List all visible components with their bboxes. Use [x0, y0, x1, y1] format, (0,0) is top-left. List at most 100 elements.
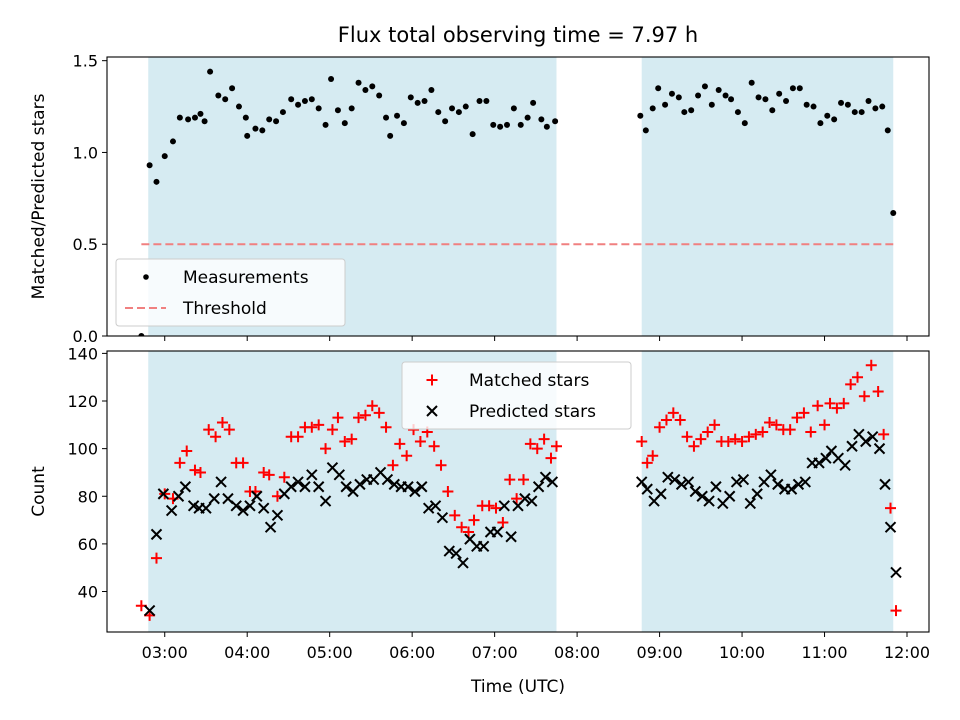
matched-star-marker	[414, 435, 426, 447]
predicted-star-marker	[873, 442, 886, 455]
measurement-point	[138, 333, 145, 336]
legend-label: Predicted stars	[469, 402, 596, 422]
matched-star-marker	[681, 431, 693, 443]
measurement-point	[844, 101, 851, 108]
measurement-point	[769, 107, 776, 114]
predicted-star-marker	[450, 547, 462, 560]
predicted-star-marker	[641, 483, 653, 495]
matched-star-marker	[326, 424, 338, 436]
matched-star-marker	[757, 426, 769, 438]
measurement-point	[229, 85, 236, 92]
measurement-point	[524, 114, 531, 121]
matched-star-marker	[428, 440, 440, 452]
measurement-point	[197, 110, 204, 117]
y-tick-label: 1.0	[73, 143, 98, 162]
predicted-star-marker	[696, 490, 708, 502]
predicted-star-marker	[655, 488, 667, 500]
matched-star-marker	[181, 445, 193, 457]
predicted-star-marker	[765, 469, 777, 481]
matched-star-marker	[641, 457, 653, 469]
y-axis-label: Count	[29, 466, 49, 517]
measurement-point	[789, 85, 796, 92]
top-ratio-panel: 0.0 0.5 1.0 1.5 Matched/Predicted stars Measu…	[29, 52, 930, 346]
predicted-star-marker	[546, 476, 559, 488]
measurement-point	[748, 79, 755, 86]
x-tick-label: 09:00	[637, 643, 683, 662]
y-tick-label: 80	[78, 487, 98, 506]
matched-star-marker	[647, 450, 659, 462]
measurement-point	[215, 92, 222, 99]
measurement-point	[295, 101, 302, 108]
legend: Measurements Threshold	[115, 258, 346, 327]
measurement-point	[668, 90, 675, 97]
predicted-star-marker	[381, 473, 394, 486]
observing-interval-band	[641, 351, 894, 632]
predicted-star-marker	[675, 478, 688, 491]
matched-star-marker	[805, 426, 817, 438]
matched-star-marker	[387, 459, 399, 471]
matched-star-marker	[636, 435, 648, 447]
matched-star-marker	[189, 464, 201, 476]
measurement-point	[510, 105, 517, 112]
predicted-star-marker	[890, 566, 902, 579]
matched-star-marker	[320, 443, 332, 455]
measurement-point	[279, 109, 286, 116]
predicted-star-marker	[723, 490, 736, 502]
measurement-point	[483, 98, 490, 105]
predicted-star-marker	[792, 478, 805, 491]
measurement-point	[851, 109, 858, 116]
measurement-point	[266, 116, 273, 123]
measurement-point	[334, 107, 341, 114]
matched-star-marker	[463, 526, 475, 538]
axes-frame	[106, 350, 930, 633]
measurement-point	[348, 105, 355, 112]
matched-star-marker	[709, 419, 721, 431]
y-tick-label: 100	[67, 440, 98, 459]
matched-star-marker	[791, 412, 803, 424]
predicted-star-marker	[662, 471, 674, 483]
predicted-star-marker	[299, 481, 311, 493]
measurement-point	[435, 109, 442, 116]
predicted-star-marker	[860, 435, 872, 448]
measurement-point	[222, 96, 229, 103]
predicted-star-marker	[340, 481, 352, 493]
predicted-star-marker	[498, 500, 510, 512]
matched-star-marker	[812, 400, 824, 412]
x-tick-label: 11:00	[801, 643, 847, 662]
matched-star-marker	[258, 466, 270, 478]
predicted-star-marker	[429, 500, 442, 512]
matched-star-marker	[845, 378, 857, 390]
matched-star-marker	[688, 440, 700, 452]
measurement-point	[273, 118, 280, 125]
measurement-point	[176, 114, 183, 121]
matched-star-marker	[332, 412, 344, 424]
measurement-point	[161, 153, 168, 160]
y-tick-label: 120	[67, 392, 98, 411]
measurement-point	[207, 68, 214, 75]
predicted-star-marker	[264, 521, 277, 533]
matched-star-marker	[203, 424, 215, 436]
predicted-star-marker	[422, 502, 435, 514]
predicted-star-marker	[491, 526, 504, 538]
measurement-point	[655, 85, 662, 92]
predicted-star-marker	[215, 476, 227, 488]
predicted-star-marker	[785, 483, 798, 495]
x-tick-label: 10:00	[719, 643, 765, 662]
measurement-point	[428, 87, 435, 94]
matched-star-marker	[890, 605, 902, 617]
measurement-point	[728, 96, 735, 103]
matched-star-marker	[237, 457, 249, 469]
matched-star-marker	[306, 421, 318, 433]
legend-label: Matched stars	[469, 371, 589, 391]
predicted-star-marker	[772, 478, 784, 491]
measurement-point	[552, 118, 559, 125]
predicted-star-marker	[312, 481, 325, 493]
matched-star-marker	[695, 433, 707, 445]
measurement-point	[235, 103, 242, 110]
measurement-point	[308, 96, 315, 103]
matched-star-marker	[770, 419, 782, 431]
matched-star-marker	[660, 414, 672, 426]
y-tick-label: 60	[78, 535, 98, 554]
x-tick-label: 07:00	[472, 643, 518, 662]
measurement-point	[783, 98, 790, 105]
